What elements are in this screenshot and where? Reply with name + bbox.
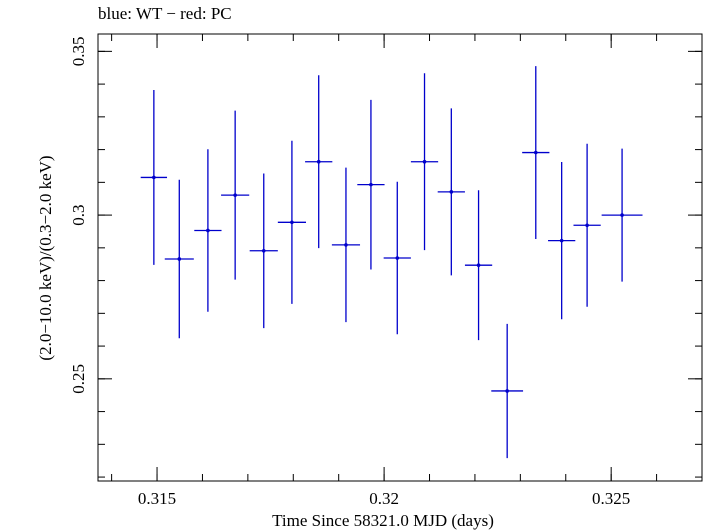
data-point [505, 389, 509, 393]
data-point [206, 228, 210, 233]
x-axis-label: Time Since 58321.0 MJD (days) [272, 511, 494, 530]
x-tick-label: 0.32 [369, 489, 399, 508]
chart-title: blue: WT − red: PC [98, 4, 232, 23]
data-point [395, 256, 400, 260]
data-point [559, 238, 564, 243]
x-tick-label: 0.315 [138, 489, 176, 508]
data-point [152, 175, 156, 180]
y-tick-label: 0.35 [69, 36, 88, 66]
data-point [316, 159, 321, 164]
data-point [177, 257, 182, 261]
major-ticks [98, 34, 702, 481]
tick-labels: 0.315 0.32 0.325 0.25 0.3 0.35 [69, 36, 630, 508]
y-tick-label: 0.25 [69, 364, 88, 394]
data-point [369, 182, 373, 187]
y-tick-label: 0.3 [69, 204, 88, 225]
y-axis-label: (2.0−10.0 keV)/(0.3−2.0 keV) [36, 155, 55, 360]
data-point [290, 220, 294, 225]
data-point [533, 150, 538, 155]
data-point [422, 159, 427, 164]
data-point [620, 213, 624, 217]
data-point [476, 263, 481, 267]
data-point [233, 193, 237, 197]
data-point [585, 223, 589, 228]
data-points [140, 66, 643, 459]
x-tick-label: 0.325 [592, 489, 630, 508]
data-point [449, 190, 454, 194]
data-point [344, 243, 348, 247]
plot-frame [97, 33, 703, 482]
data-point [261, 248, 266, 253]
